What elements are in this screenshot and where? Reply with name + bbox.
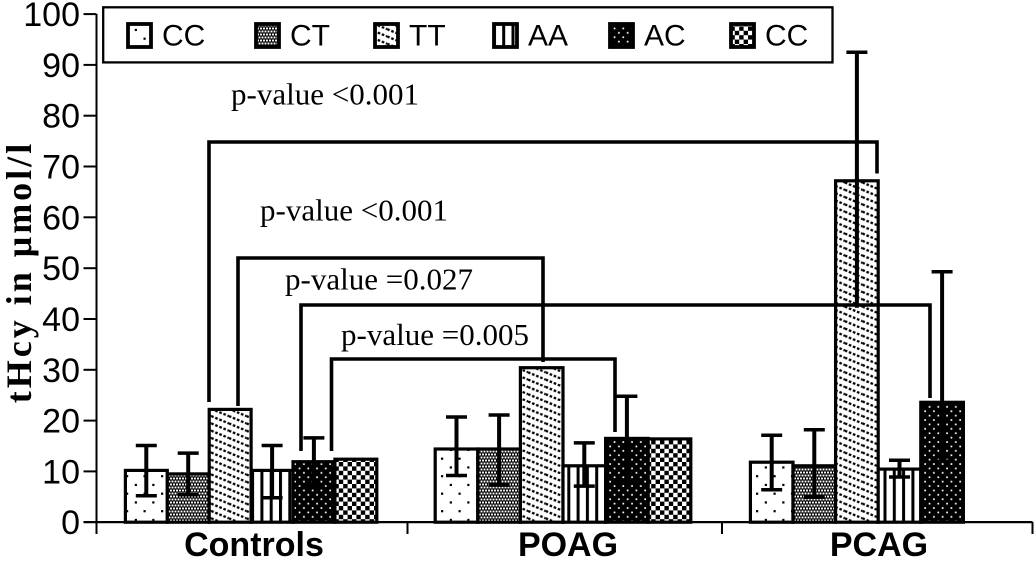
svg-text:100: 100	[23, 0, 80, 34]
svg-text:40: 40	[42, 301, 80, 339]
svg-text:CC: CC	[162, 20, 205, 53]
svg-text:0: 0	[61, 504, 80, 542]
svg-text:p-value =0.027: p-value =0.027	[285, 262, 473, 297]
svg-text:20: 20	[42, 403, 80, 441]
svg-text:80: 80	[42, 98, 80, 136]
svg-text:PCAG: PCAG	[830, 526, 928, 563]
svg-text:AA: AA	[528, 20, 568, 53]
svg-text:TT: TT	[409, 20, 446, 53]
svg-text:50: 50	[42, 250, 80, 288]
svg-text:tHcy in μmol/l: tHcy in μmol/l	[0, 141, 39, 403]
svg-text:POAG: POAG	[518, 526, 618, 563]
svg-text:p-value <0.001: p-value <0.001	[231, 77, 419, 112]
svg-text:CT: CT	[290, 20, 330, 53]
svg-text:60: 60	[42, 199, 80, 237]
svg-text:p-value <0.001: p-value <0.001	[260, 193, 448, 228]
svg-text:30: 30	[42, 352, 80, 390]
svg-text:AC: AC	[644, 20, 686, 53]
svg-text:p-value =0.005: p-value =0.005	[341, 317, 529, 352]
svg-text:Controls: Controls	[184, 526, 324, 563]
svg-text:10: 10	[42, 453, 80, 491]
svg-text:CC: CC	[765, 20, 808, 53]
svg-text:70: 70	[42, 149, 80, 187]
svg-text:90: 90	[42, 47, 80, 85]
